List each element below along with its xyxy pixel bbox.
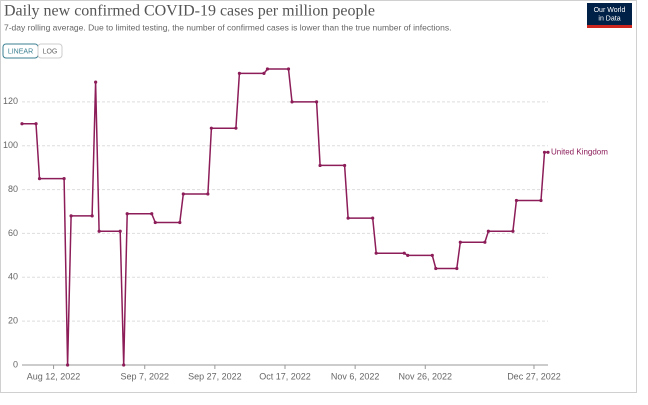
point bbox=[539, 198, 543, 203]
point bbox=[542, 150, 547, 154]
point bbox=[206, 192, 210, 196]
point bbox=[94, 80, 98, 84]
point bbox=[118, 229, 122, 233]
point bbox=[514, 198, 519, 203]
logo-text: in Data bbox=[598, 15, 620, 22]
point bbox=[406, 253, 410, 257]
linear-button-label[interactable]: LINEAR bbox=[8, 48, 33, 55]
point bbox=[430, 253, 434, 257]
point bbox=[483, 240, 487, 244]
x-tick-label: Sep 27, 2022 bbox=[188, 371, 242, 381]
y-tick-label: 80 bbox=[8, 184, 18, 194]
y-tick-label: 120 bbox=[3, 96, 18, 106]
y-tick-label: 0 bbox=[13, 359, 18, 369]
x-tick-label: Nov 6, 2022 bbox=[331, 371, 380, 381]
series-label: United Kingdom bbox=[551, 147, 608, 156]
point bbox=[371, 216, 375, 220]
x-tick-label: Nov 26, 2022 bbox=[398, 371, 452, 381]
point bbox=[209, 126, 213, 130]
point bbox=[34, 122, 38, 126]
log-button-label[interactable]: LOG bbox=[43, 48, 58, 55]
point bbox=[374, 251, 378, 255]
point bbox=[62, 177, 66, 181]
logo-text: Our World bbox=[594, 7, 626, 14]
point bbox=[318, 163, 322, 168]
y-tick-label: 40 bbox=[8, 272, 18, 282]
logo-stripe bbox=[587, 25, 632, 28]
point bbox=[286, 67, 291, 71]
point bbox=[434, 266, 438, 271]
point bbox=[181, 192, 185, 196]
point bbox=[402, 251, 406, 255]
point bbox=[346, 216, 350, 220]
point bbox=[150, 212, 154, 216]
logo[interactable] bbox=[587, 3, 632, 28]
chart-subtitle: 7-day rolling average. Due to limited te… bbox=[4, 22, 451, 32]
frame bbox=[0, 0, 637, 393]
point bbox=[290, 100, 294, 104]
point bbox=[122, 363, 126, 367]
point bbox=[486, 229, 490, 233]
point bbox=[265, 67, 270, 71]
x-tick-label: Sep 7, 2022 bbox=[120, 371, 169, 381]
chart-title: Daily new confirmed COVID-19 cases per m… bbox=[4, 3, 375, 20]
point bbox=[90, 214, 94, 218]
point bbox=[511, 229, 515, 233]
log-button[interactable] bbox=[37, 43, 63, 59]
point bbox=[343, 163, 347, 168]
point bbox=[65, 363, 70, 367]
point bbox=[237, 71, 242, 75]
x-tick-label: Dec 27, 2022 bbox=[507, 371, 561, 381]
point bbox=[455, 266, 459, 271]
point bbox=[125, 212, 129, 216]
point bbox=[37, 177, 42, 181]
point bbox=[458, 240, 462, 244]
y-tick-label: 20 bbox=[8, 316, 18, 326]
x-tick-label: Aug 12, 2022 bbox=[27, 371, 81, 381]
y-tick-label: 60 bbox=[8, 228, 18, 238]
point bbox=[262, 71, 266, 75]
point bbox=[69, 214, 73, 218]
point bbox=[234, 126, 238, 130]
point bbox=[546, 150, 550, 154]
point bbox=[178, 220, 182, 225]
point bbox=[97, 229, 101, 233]
x-tick-label: Oct 17, 2022 bbox=[259, 371, 311, 381]
point bbox=[20, 122, 24, 126]
y-tick-label: 100 bbox=[3, 140, 18, 150]
point bbox=[314, 100, 319, 104]
point bbox=[153, 220, 157, 225]
